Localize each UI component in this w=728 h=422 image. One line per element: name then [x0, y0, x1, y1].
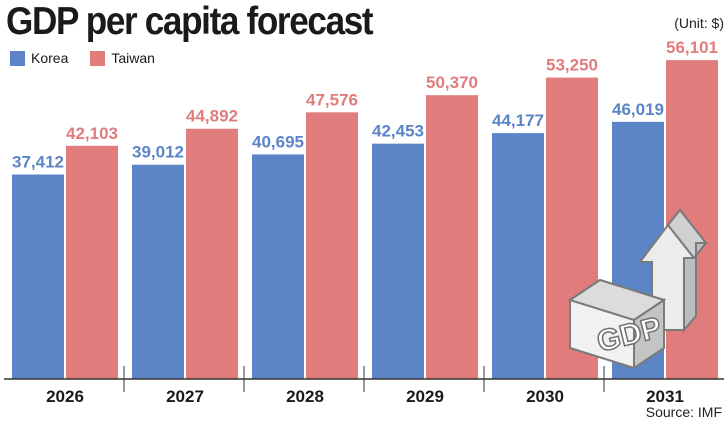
value-label-korea-2028: 40,695: [252, 132, 304, 151]
legend-label-taiwan: Taiwan: [111, 50, 155, 66]
value-label-korea-2029: 42,453: [372, 122, 424, 141]
value-label-taiwan-2027: 44,892: [186, 107, 238, 126]
bar-korea-2028: [252, 154, 304, 379]
legend-swatch-taiwan: [90, 50, 106, 66]
x-tick-label-2026: 2026: [46, 387, 84, 406]
x-tick-label-2027: 2027: [166, 387, 204, 406]
legend: Korea Taiwan: [10, 50, 177, 66]
bar-korea-2030: [492, 133, 544, 379]
bar-taiwan-2026: [66, 145, 118, 379]
legend-swatch-korea: [10, 50, 25, 66]
value-label-taiwan-2030: 53,250: [546, 56, 598, 75]
legend-item-taiwan: Taiwan: [90, 50, 155, 66]
x-axis: 2026 2027 2028 2029 2030 2031: [46, 366, 684, 406]
x-tick-label-2031: 2031: [646, 387, 684, 406]
source-note: Source: IMF: [645, 404, 722, 420]
value-label-taiwan-2031: 56,101: [666, 38, 718, 57]
unit-label: (Unit: $): [674, 15, 724, 31]
value-label-korea-2027: 39,012: [132, 143, 184, 162]
legend-label-korea: Korea: [31, 50, 69, 66]
bar-taiwan-2028: [306, 112, 358, 379]
value-label-korea-2030: 44,177: [492, 111, 544, 130]
value-label-taiwan-2026: 42,103: [66, 124, 118, 143]
bar-taiwan-2027: [186, 128, 238, 379]
value-label-korea-2026: 37,412: [12, 153, 64, 172]
bar-korea-2027: [132, 164, 184, 379]
x-tick-label-2028: 2028: [286, 387, 324, 406]
x-tick-label-2030: 2030: [526, 387, 564, 406]
value-label-taiwan-2028: 47,576: [306, 90, 358, 109]
x-tick-label-2029: 2029: [406, 387, 444, 406]
value-label-korea-2031: 46,019: [612, 100, 664, 119]
gdp-up-arrow-icon: GDP: [567, 208, 709, 370]
bar-korea-2026: [12, 174, 64, 379]
bar-taiwan-2029: [426, 95, 478, 379]
legend-item-korea: Korea: [10, 50, 68, 66]
value-label-taiwan-2029: 50,370: [426, 73, 478, 92]
bar-korea-2029: [372, 143, 424, 379]
chart-title: GDP per capita forecast: [6, 0, 374, 43]
